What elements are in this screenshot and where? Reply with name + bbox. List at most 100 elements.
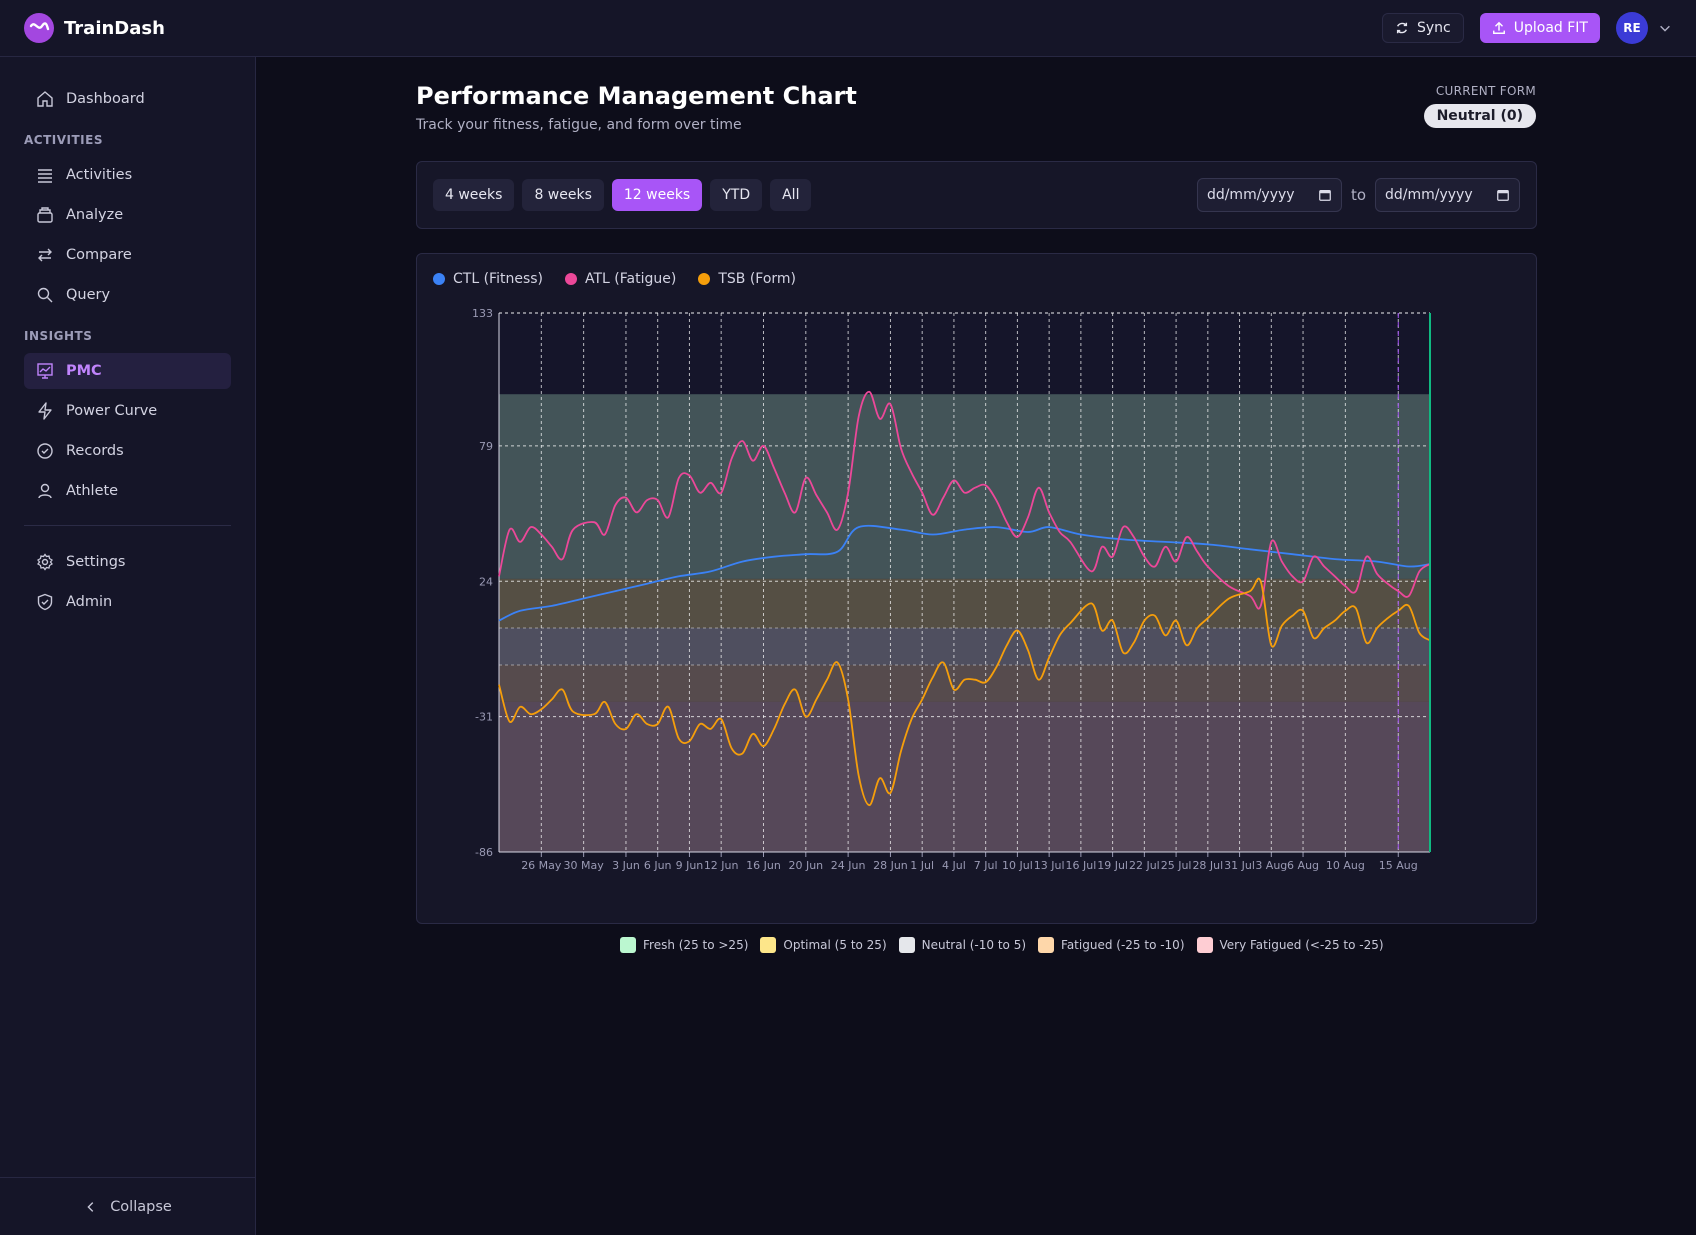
sidebar-item-label: Athlete [66,483,119,499]
home-icon [37,91,53,107]
zone-swatch [1038,937,1055,953]
collapse-button[interactable]: Collapse [0,1177,256,1235]
sidebar-item-power-curve[interactable]: Power Curve [24,393,231,429]
legend-ctl-label: CTL (Fitness) [453,271,543,287]
page-title: Performance Management Chart [416,82,857,110]
sidebar-item-label: PMC [66,363,102,379]
sidebar-item-activities[interactable]: Activities [24,157,231,193]
date-to-label: to [1350,186,1366,204]
sidebar-item-records[interactable]: Records [24,433,231,469]
refresh-icon [1396,22,1408,34]
y-tick-label: 24 [479,575,493,588]
range-12-weeks[interactable]: 12 weeks [611,179,703,211]
logo-icon [24,13,54,43]
legend-ctl-swatch [433,273,445,285]
zone-legend-optimal: Optimal (5 to 25) [760,937,887,953]
x-tick-label: 16 Jul [1065,859,1096,872]
zone-legend-very-fatigued: Very Fatigued (<-25 to -25) [1196,937,1384,953]
range-ytd[interactable]: YTD [710,179,763,211]
sidebar-item-label: Records [66,443,124,459]
legend-tsb[interactable]: TSB (Form) [698,271,796,287]
x-tick-label: 7 Jul [974,859,998,872]
current-form-label: CURRENT FORM [1435,84,1536,98]
x-tick-label: 10 Jul [1002,859,1033,872]
zone-legend-fresh: Fresh (25 to >25) [620,937,748,953]
x-tick-label: 26 May [521,859,562,872]
sidebar-item-athlete[interactable]: Athlete [24,473,231,509]
sidebar-item-compare[interactable]: Compare [24,237,231,273]
y-tick-label: 79 [479,440,493,453]
current-form: CURRENT FORM Neutral (0) [1423,84,1536,128]
top-bar: TrainDash Sync Upload FIT RE [0,0,1696,57]
x-tick-label: 1 Jul [910,859,934,872]
x-tick-label: 28 Jun [873,859,908,872]
zone-neutral [499,628,1430,665]
sidebar-divider [24,525,231,526]
legend-atl[interactable]: ATL (Fatigue) [565,271,676,287]
range-all[interactable]: All [770,179,812,211]
section-activities: ACTIVITIES [24,133,103,147]
sidebar-item-dashboard[interactable]: Dashboard [24,81,231,117]
pmc-chart-card: 133 79 24 -31 -86 26 May 30 May 3 Jun 6 Jun 9 Jun… [416,253,1537,924]
sidebar-item-pmc[interactable]: PMC [24,353,231,389]
x-tick-label: 9 Jun [676,859,704,872]
x-tick-label: 31 Jul [1224,859,1255,872]
x-tick-label: 22 Jul [1129,859,1160,872]
calendar-icon [1497,190,1509,201]
chevron-left-icon [87,1201,94,1212]
x-tick-label: 24 Jun [831,859,866,872]
legend-ctl[interactable]: CTL (Fitness) [433,271,543,287]
x-tick-label: 15 Aug [1379,859,1418,872]
date-from-input[interactable]: dd/mm/yyyy [1196,178,1342,212]
pmc-chart[interactable]: 133 79 24 -31 -86 26 May 30 May 3 Jun 6 Jun 9 Jun… [417,254,1538,925]
upload-fit-button[interactable]: Upload FIT [1479,13,1600,43]
x-tick-label: 3 Jun [612,859,640,872]
sidebar-item-label: Dashboard [66,91,145,107]
page-subtitle: Track your fitness, fatigue, and form ov… [416,117,742,133]
range-8-weeks[interactable]: 8 weeks [522,179,604,211]
calendar-icon [1319,190,1331,201]
x-tick-label: 25 Jul [1161,859,1192,872]
sidebar-item-query[interactable]: Query [24,277,231,313]
upload-label: Upload FIT [1513,20,1588,36]
zone-optimal [499,578,1430,629]
x-tick-label: 30 May [564,859,605,872]
chart-presentation-icon [37,363,53,379]
y-tick-label: -31 [475,711,493,724]
sidebar-item-analyze[interactable]: Analyze [24,197,231,233]
series-legend: CTL (Fitness) ATL (Fatigue) TSB (Form) [433,271,796,287]
atl-line [498,390,1431,610]
x-tick-label: 12 Jun [704,859,739,872]
zone-label: Very Fatigued (<-25 to -25) [1219,938,1384,952]
sync-button[interactable]: Sync [1382,13,1464,43]
legend-atl-swatch [565,273,577,285]
x-tick-label: 3 Aug [1255,859,1287,872]
arrows-swap-icon [38,248,52,262]
range-4-weeks[interactable]: 4 weeks [433,179,515,211]
sync-label: Sync [1417,20,1451,36]
collapse-label: Collapse [110,1198,172,1215]
date-to-placeholder: dd/mm/yyyy [1385,187,1473,203]
sidebar-item-settings[interactable]: Settings [24,544,231,580]
brand[interactable]: TrainDash [24,13,165,43]
zone-fatigued [499,664,1430,702]
zone-label: Optimal (5 to 25) [783,938,887,952]
zone-label: Neutral (-10 to 5) [921,938,1027,952]
x-tick-label: 28 Jul [1192,859,1223,872]
lightning-icon [38,402,52,420]
sidebar-item-label: Admin [66,594,113,610]
x-tick-label: 6 Jun [644,859,672,872]
zone-label: Fatigued (-25 to -10) [1061,938,1185,952]
zone-legend-neutral: Neutral (-10 to 5) [898,937,1027,953]
x-tick-label: 13 Jul [1034,859,1065,872]
sidebar-item-admin[interactable]: Admin [24,584,231,620]
y-tick-label: -86 [475,846,493,859]
x-tick-label: 19 Jul [1097,859,1128,872]
layers-icon [37,207,53,223]
date-from-placeholder: dd/mm/yyyy [1206,187,1295,203]
current-form-badge: Neutral (0) [1423,104,1536,128]
date-to-input[interactable]: dd/mm/yyyy [1375,178,1520,212]
chevron-down-icon [1660,25,1670,32]
sidebar-item-label: Compare [66,247,132,263]
user-menu[interactable]: RE [1616,12,1672,44]
